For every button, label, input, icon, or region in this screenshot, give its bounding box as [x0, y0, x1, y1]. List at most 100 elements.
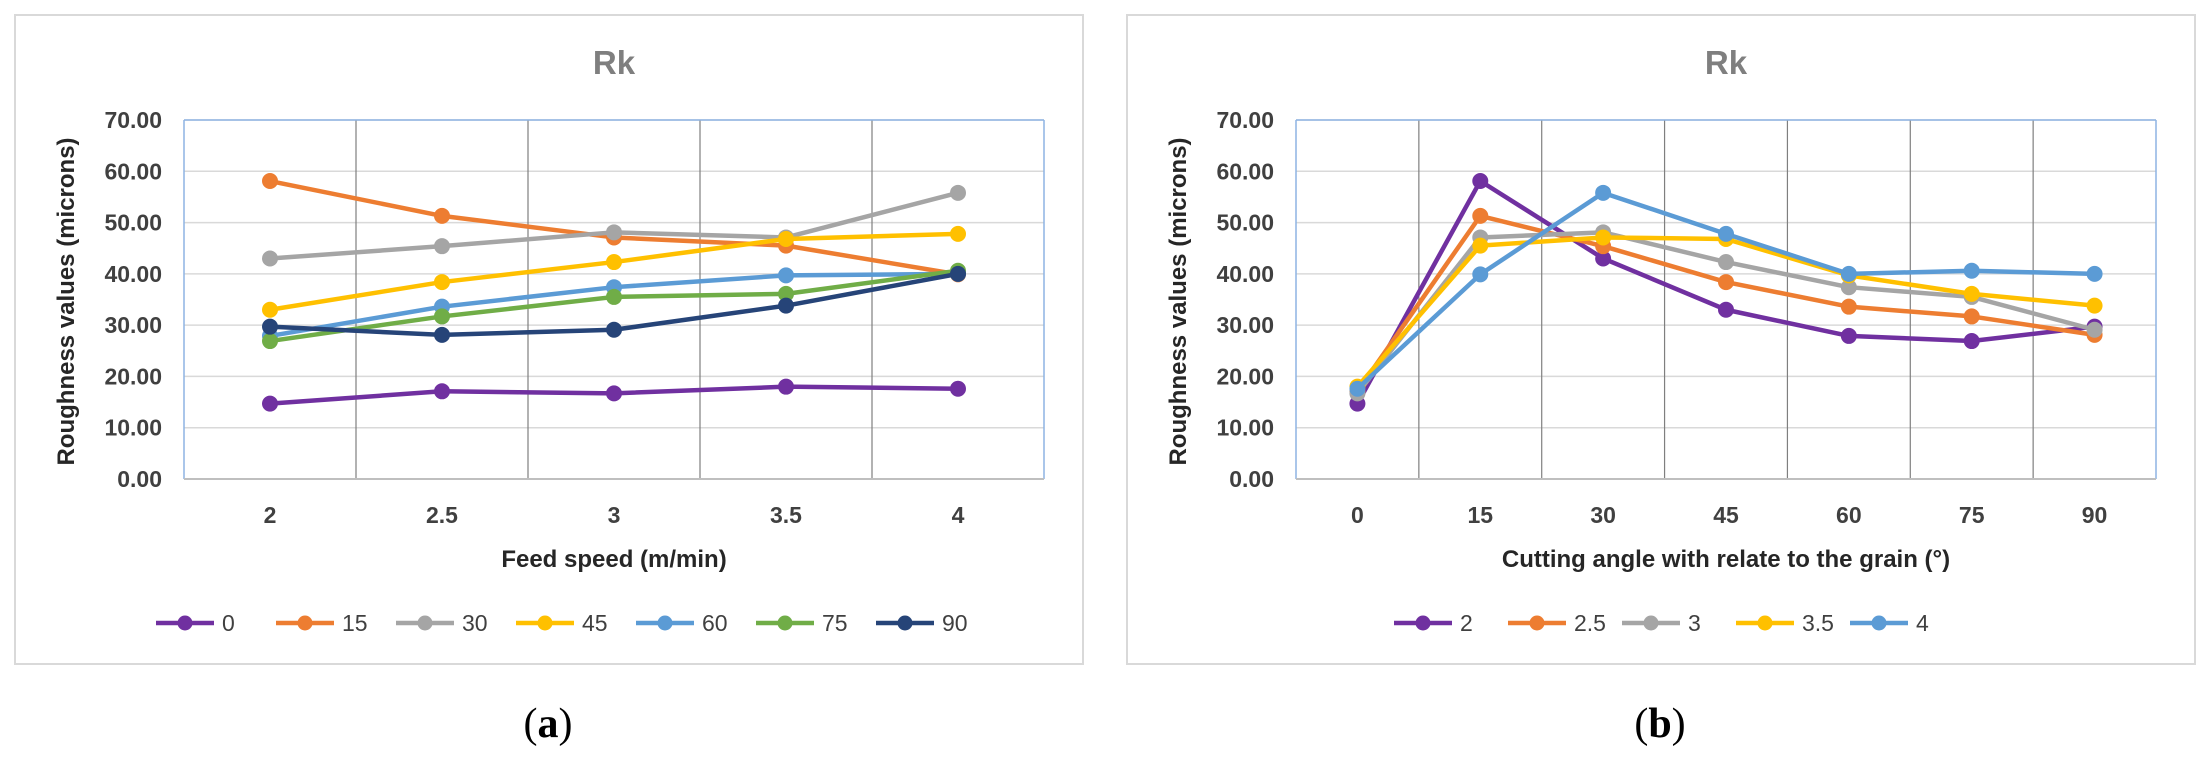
data-point-a-45-2: [262, 301, 278, 318]
x-tick-label-b: 0: [1351, 502, 1364, 528]
data-point-a-90-2: [262, 318, 278, 335]
legend-item-a-15: 15: [276, 610, 368, 636]
data-point-a-45-3.5: [778, 230, 794, 247]
legend-swatch-marker-b: [1415, 615, 1431, 631]
series-a-0: [262, 378, 966, 412]
y-tick-label-b: 60.00: [1216, 158, 1274, 184]
subfigure-label-b: (b): [1634, 701, 1686, 747]
data-point-a-30-2.5: [434, 238, 450, 255]
data-point-a-45-3: [606, 254, 622, 271]
data-point-b-2.5-45: [1718, 274, 1734, 291]
data-point-a-75-2.5: [434, 308, 450, 325]
legend-item-b-3: 3: [1622, 610, 1701, 636]
legend-swatch-marker-a: [657, 615, 673, 631]
y-tick-label-a: 30.00: [104, 312, 162, 338]
y-tick-label-b: 30.00: [1216, 312, 1274, 338]
data-point-b-3.5-30: [1595, 229, 1612, 246]
data-point-b-4-45: [1718, 225, 1734, 242]
chart-title-b: Rk: [1705, 44, 1748, 81]
data-point-b-3-45: [1718, 254, 1734, 271]
data-point-b-2-60: [1840, 327, 1857, 344]
data-point-a-90-3: [606, 321, 622, 338]
y-tick-label-b: 20.00: [1216, 363, 1274, 389]
legend-swatch-marker-b: [1529, 615, 1545, 631]
series-a-90: [262, 265, 966, 343]
series-a-30: [262, 184, 966, 267]
x-axis-label-a: Feed speed (m/min): [501, 546, 726, 573]
line-chart-a: Rk 0.00 10.00 20.00 30.00 40.00 50.00 60.00 70.0…: [53, 44, 1045, 636]
data-point-a-30-4: [950, 184, 966, 201]
data-point-b-2-15: [1472, 173, 1489, 190]
y-axis-label-a: Roughness values (microns): [53, 137, 80, 465]
data-point-b-2.5-60: [1840, 298, 1857, 315]
legend-swatch-marker-b: [1643, 615, 1659, 631]
y-tick-label-b: 70.00: [1216, 107, 1274, 133]
data-point-a-60-3.5: [778, 267, 794, 284]
data-point-b-4-0: [1349, 380, 1366, 397]
data-point-b-4-30: [1595, 184, 1612, 201]
x-tick-label-b: 30: [1590, 502, 1616, 528]
x-tick-label-a: 3: [608, 502, 621, 528]
legend-item-a-75: 75: [756, 610, 848, 636]
data-point-a-90-3.5: [778, 297, 794, 314]
data-point-a-90-4: [950, 265, 966, 282]
y-tick-label-b: 10.00: [1216, 415, 1274, 441]
y-tick-label-a: 50.00: [104, 210, 162, 236]
legend-swatch-marker-b: [1871, 615, 1887, 631]
x-axis-label-b: Cutting angle with relate to the grain (…: [1502, 546, 1950, 573]
data-point-a-75-2: [262, 333, 278, 350]
legend-swatch-marker-a: [897, 615, 913, 631]
legend-label-a: 75: [822, 610, 848, 636]
legend-item-b-2.5: 2.5: [1508, 610, 1606, 636]
y-tick-label-a: 70.00: [104, 107, 162, 133]
subfigure-label-a: (a): [523, 701, 573, 747]
data-point-a-15-2.5: [434, 207, 450, 224]
series-a-45: [262, 225, 966, 318]
data-point-a-0-3.5: [778, 378, 794, 395]
legend-swatch-marker-a: [417, 615, 433, 631]
legend-swatch-marker-b: [1757, 615, 1773, 631]
line-chart-b: Rk 0.00 10.00 20.00 30.00 40.00 50.00 60.00 70.0…: [1165, 44, 2157, 636]
y-tick-label-b: 0.00: [1229, 466, 1274, 492]
x-tick-label-b: 45: [1713, 502, 1739, 528]
legend-label-b: 4: [1916, 610, 1929, 636]
legend-label-a: 15: [342, 610, 368, 636]
series-b-4: [1349, 184, 2103, 397]
x-tick-label-a: 4: [952, 502, 965, 528]
y-tick-label-b: 40.00: [1216, 261, 1274, 287]
legend-label-a: 90: [942, 610, 968, 636]
data-point-b-2.5-75: [1963, 308, 1980, 325]
legend-item-b-2: 2: [1394, 610, 1473, 636]
x-tick-label-b: 15: [1467, 502, 1493, 528]
series-a-75: [262, 262, 966, 350]
data-point-a-45-4: [950, 225, 966, 242]
data-point-b-3-90: [2086, 321, 2103, 338]
legend-item-a-90: 90: [876, 610, 968, 636]
data-point-b-3.5-15: [1472, 237, 1489, 254]
data-point-b-4-60: [1840, 265, 1857, 282]
data-point-a-0-2: [262, 395, 278, 412]
data-point-b-4-90: [2086, 265, 2103, 282]
data-point-b-4-75: [1963, 262, 1980, 279]
y-tick-label-a: 0.00: [117, 466, 162, 492]
x-tick-label-b: 60: [1836, 502, 1862, 528]
data-point-b-2-45: [1718, 301, 1734, 318]
data-point-b-4-15: [1472, 266, 1489, 283]
legend-item-a-45: 45: [516, 610, 608, 636]
y-tick-label-b: 50.00: [1216, 210, 1274, 236]
legend-item-a-30: 30: [396, 610, 488, 636]
data-point-a-30-2: [262, 250, 278, 267]
data-point-a-45-2.5: [434, 274, 450, 291]
legend-label-b: 3.5: [1802, 610, 1834, 636]
data-point-b-3.5-90: [2086, 297, 2103, 314]
legend-label-a: 60: [702, 610, 728, 636]
x-tick-label-b: 75: [1959, 502, 1985, 528]
data-point-a-30-3: [606, 224, 622, 241]
y-tick-label-a: 60.00: [104, 158, 162, 184]
legend-swatch-marker-a: [177, 615, 193, 631]
data-point-b-2.5-15: [1472, 207, 1489, 224]
data-point-b-2-75: [1963, 333, 1980, 350]
legend-label-b: 3: [1688, 610, 1701, 636]
chart-panel-a: Rk 0.00 10.00 20.00 30.00 40.00 50.00 60.00 70.0…: [14, 14, 1084, 665]
legend-label-b: 2.5: [1574, 610, 1606, 636]
